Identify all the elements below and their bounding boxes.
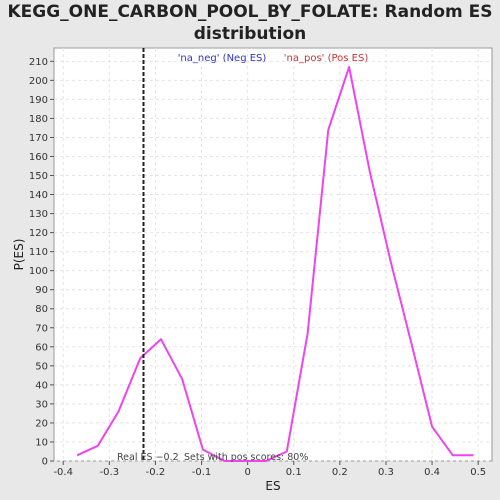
- y-tick-label: 170: [29, 133, 48, 144]
- y-tick-label: 90: [35, 285, 48, 296]
- sets-pos-label: Sets with pos scores: 80%: [184, 452, 308, 463]
- y-tick-label: 190: [29, 95, 48, 106]
- y-tick-label: 10: [35, 437, 48, 448]
- y-tick-label: 210: [29, 57, 48, 68]
- plot-area: [53, 47, 493, 462]
- y-tick-label: 40: [35, 380, 48, 391]
- y-tick-label: 70: [35, 323, 48, 334]
- x-tick-label: 0.3: [378, 467, 394, 478]
- y-tick-label: 60: [35, 342, 48, 353]
- y-tick-label: 50: [35, 361, 48, 372]
- x-tick-label: 0: [244, 467, 250, 478]
- grid: [54, 48, 492, 462]
- y-tick-label: 140: [29, 190, 48, 201]
- x-tick-label: 0.4: [424, 467, 440, 478]
- y-tick-label: 150: [29, 171, 48, 182]
- y-tick-label: 110: [29, 247, 48, 258]
- y-axis-label: P(ES): [12, 239, 26, 271]
- x-tick-label: 0.5: [470, 467, 486, 478]
- x-tick-label: -0.4: [53, 467, 73, 478]
- y-tick-label: 100: [29, 266, 48, 277]
- y-tick-label: 80: [35, 304, 48, 315]
- y-tick-label: 20: [35, 418, 48, 429]
- real-es-label: Real ES −0.2: [117, 452, 179, 463]
- y-tick-label: 120: [29, 228, 48, 239]
- x-axis-label: ES: [265, 479, 280, 493]
- x-tick-label: 0.1: [286, 467, 302, 478]
- y-tick-label: 180: [29, 114, 48, 125]
- x-axis: -0.4 -0.3 -0.2 -0.1 0 0.1 0.2 0.3 0.4 0.5: [53, 461, 486, 478]
- x-tick-label: -0.1: [192, 467, 212, 478]
- y-tick-label: 0: [42, 457, 48, 468]
- chart-title-line1: KEGG_ONE_CARBON_POOL_BY_FOLATE: Random E…: [7, 2, 493, 22]
- chart-title: KEGG_ONE_CARBON_POOL_BY_FOLATE: Random E…: [0, 1, 500, 45]
- y-tick-label: 160: [29, 152, 48, 163]
- y-axis: 0 10 20 30 40 50 60 70 80 90 100 110 120 130 140 150 160…: [29, 57, 54, 468]
- y-tick-label: 30: [35, 399, 48, 410]
- y-tick-label: 130: [29, 209, 48, 220]
- chart-title-line2: distribution: [193, 24, 307, 44]
- x-tick-label: -0.2: [146, 467, 166, 478]
- legend-entry-pos: 'na_pos' (Pos ES): [284, 53, 369, 64]
- legend-entry-neg: 'na_neg' (Neg ES): [178, 53, 267, 64]
- x-tick-label: -0.3: [100, 467, 120, 478]
- x-tick-label: 0.2: [332, 467, 348, 478]
- y-tick-label: 200: [29, 76, 48, 87]
